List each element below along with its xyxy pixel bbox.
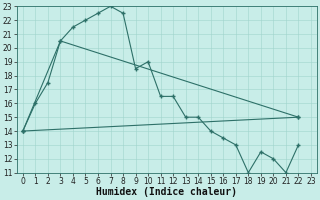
X-axis label: Humidex (Indice chaleur): Humidex (Indice chaleur) — [96, 187, 237, 197]
